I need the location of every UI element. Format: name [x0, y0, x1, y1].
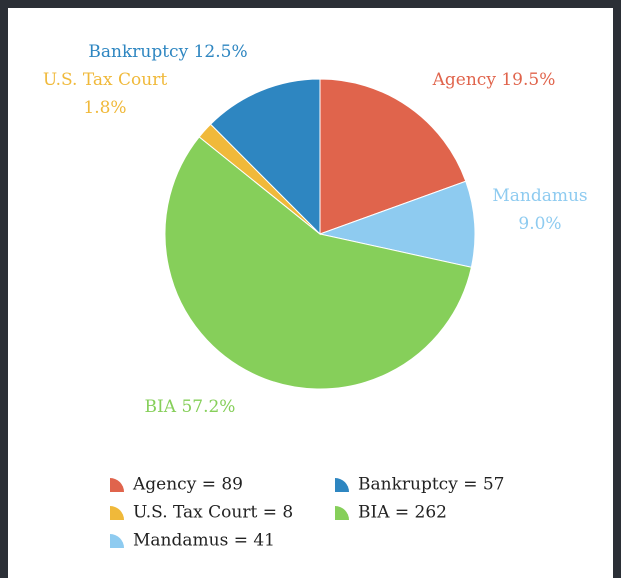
slice-label: Agency 19.5%	[432, 70, 556, 90]
pie-slice	[209, 78, 321, 236]
pie-slice	[318, 180, 476, 268]
legend-swatch	[335, 478, 349, 492]
legend-label: U.S. Tax Court = 8	[133, 503, 293, 523]
legend-label: Bankruptcy = 57	[358, 475, 504, 495]
legend-label: Agency = 89	[132, 475, 243, 495]
legend-swatch	[335, 506, 349, 520]
legend-label: Mandamus = 41	[133, 531, 275, 551]
slice-label-percent: 1.8%	[83, 98, 126, 118]
slice-label: Bankruptcy 12.5%	[88, 42, 247, 62]
slice-label-name: U.S. Tax Court	[43, 70, 167, 90]
slice-label-name: Mandamus	[492, 186, 587, 206]
pie-slice	[319, 78, 467, 235]
legend-swatch	[110, 478, 124, 492]
slice-label-percent: 12.5%	[194, 42, 248, 62]
legend-swatch	[110, 506, 124, 520]
legend-label: BIA = 262	[358, 503, 447, 523]
pie-slice	[164, 136, 472, 390]
slice-label-name: Bankruptcy	[88, 42, 188, 62]
legend-swatch	[110, 534, 124, 548]
slice-label-percent: 9.0%	[518, 214, 561, 234]
slice-label-percent: 57.2%	[181, 397, 235, 417]
slice-label-name: BIA	[145, 397, 177, 417]
slice-label-name: Agency	[432, 70, 497, 90]
slice-label: U.S. Tax Court 1.8%	[43, 70, 167, 118]
slice-label: BIA 57.2%	[145, 397, 236, 417]
slice-label: Mandamus 9.0%	[492, 186, 587, 234]
slice-label-percent: 19.5%	[501, 70, 555, 90]
